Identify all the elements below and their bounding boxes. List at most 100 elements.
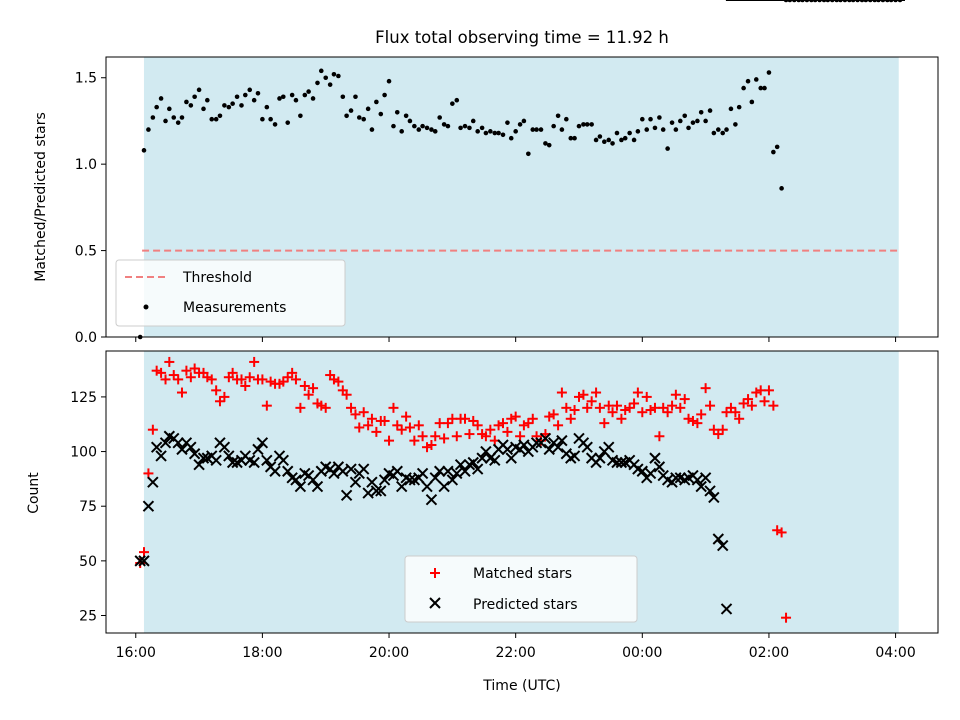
matched-star-point bbox=[219, 391, 230, 402]
measurement-point bbox=[264, 104, 270, 110]
matched-star-point bbox=[460, 413, 471, 424]
predicted-star-point bbox=[147, 476, 159, 488]
predicted-star-point bbox=[708, 491, 720, 504]
measurement-point bbox=[171, 115, 177, 120]
matched-star-point bbox=[320, 402, 331, 413]
matched-star-point bbox=[214, 396, 225, 407]
measurement-point bbox=[762, 85, 767, 91]
bottom-legend-matched-swatch bbox=[430, 568, 440, 578]
matched-star-point bbox=[346, 402, 357, 413]
measurement-point bbox=[462, 123, 468, 129]
measurement-point bbox=[657, 115, 662, 120]
bottom-legend-matched-label: Matched stars bbox=[473, 566, 572, 582]
measurement-point bbox=[749, 99, 755, 105]
predicted-star-point bbox=[451, 467, 463, 480]
top-chart-title: Flux total observing time = 11.92 h bbox=[375, 28, 669, 47]
top-y-tick-label: 0.0 bbox=[75, 330, 97, 346]
measurement-point bbox=[163, 118, 168, 124]
measurement-point bbox=[635, 129, 641, 134]
predicted-star-point bbox=[395, 480, 408, 493]
matched-star-point bbox=[763, 385, 774, 396]
measurement-point bbox=[230, 101, 235, 106]
predicted-star-point bbox=[636, 465, 649, 477]
matched-star-point bbox=[654, 431, 665, 442]
predicted-star-point bbox=[349, 476, 362, 488]
predicted-star-point bbox=[210, 454, 222, 467]
measurement-point bbox=[581, 122, 586, 127]
measurement-point bbox=[496, 130, 501, 136]
measurement-point bbox=[698, 110, 704, 115]
predicted-star-point bbox=[345, 463, 357, 475]
measurement-point bbox=[779, 186, 784, 191]
measurement-point bbox=[437, 115, 442, 120]
bottom-legend-predicted-label: Predicted stars bbox=[473, 597, 578, 613]
predicted-star-point bbox=[543, 443, 555, 456]
matched-star-point bbox=[725, 402, 736, 413]
measurement-point bbox=[568, 135, 574, 141]
predicted-star-point bbox=[518, 439, 530, 451]
predicted-star-point bbox=[282, 465, 294, 477]
predicted-star-point bbox=[290, 474, 302, 486]
measurement-point bbox=[310, 96, 316, 101]
matched-star-point bbox=[240, 380, 251, 391]
matched-star-point bbox=[746, 400, 757, 411]
measurement-point bbox=[753, 77, 759, 82]
measurement-point bbox=[505, 120, 510, 125]
measurement-point bbox=[584, 122, 590, 127]
measurement-point bbox=[394, 110, 400, 115]
matched-star-point bbox=[662, 407, 673, 418]
matched-star-point bbox=[734, 413, 745, 424]
predicted-star-point bbox=[454, 458, 467, 471]
measurement-point bbox=[403, 113, 409, 119]
measurement-point bbox=[564, 116, 569, 122]
measurement-point bbox=[614, 130, 620, 136]
measurement-point bbox=[285, 120, 291, 125]
measurement-point bbox=[424, 125, 430, 131]
predicted-star-point bbox=[197, 452, 210, 464]
measurement-point bbox=[686, 125, 691, 131]
top-legend-box bbox=[115, 259, 346, 327]
measurement-point bbox=[378, 111, 384, 117]
measurement-point bbox=[272, 122, 278, 127]
measurement-point bbox=[420, 123, 425, 129]
predicted-star-point bbox=[653, 461, 666, 473]
bottom-legend-box bbox=[404, 555, 638, 623]
measurement-point bbox=[365, 106, 371, 112]
matched-star-point bbox=[249, 356, 260, 367]
measurement-point bbox=[239, 103, 244, 108]
matched-star-point bbox=[708, 424, 719, 435]
predicted-star-point bbox=[530, 437, 543, 449]
matched-star-point bbox=[629, 398, 640, 409]
x-tick-label: 18:00 bbox=[242, 645, 282, 661]
matched-star-point bbox=[553, 420, 564, 431]
matched-star-point bbox=[738, 398, 749, 409]
matched-star-point bbox=[176, 387, 187, 398]
measurement-point bbox=[720, 130, 726, 136]
x-tick-label: 16:00 bbox=[116, 645, 156, 661]
matched-star-point bbox=[548, 409, 559, 420]
measurement-point bbox=[707, 108, 713, 113]
measurement-point bbox=[293, 97, 299, 103]
matched-star-point bbox=[485, 424, 496, 435]
matched-star-point bbox=[151, 365, 162, 376]
measurement-point bbox=[412, 123, 417, 129]
measurement-point bbox=[606, 137, 612, 143]
measurement-point bbox=[188, 103, 194, 108]
matched-star-point bbox=[523, 418, 534, 429]
measurement-point bbox=[432, 129, 438, 134]
measurement-point bbox=[517, 122, 523, 127]
top-y-tick-label: 1.0 bbox=[75, 157, 97, 173]
matched-star-point bbox=[350, 409, 361, 420]
measurement-point bbox=[572, 135, 577, 141]
matched-star-point bbox=[388, 402, 399, 413]
predicted-star-point bbox=[150, 441, 163, 453]
matched-star-point bbox=[502, 426, 513, 437]
measurement-point bbox=[622, 135, 628, 141]
measurement-point bbox=[597, 134, 603, 139]
matched-star-point bbox=[202, 372, 213, 383]
measurement-point bbox=[331, 71, 337, 77]
measurement-point bbox=[728, 106, 734, 112]
measurement-point bbox=[175, 120, 181, 125]
matched-star-point bbox=[759, 396, 770, 407]
predicted-star-point bbox=[556, 434, 568, 447]
